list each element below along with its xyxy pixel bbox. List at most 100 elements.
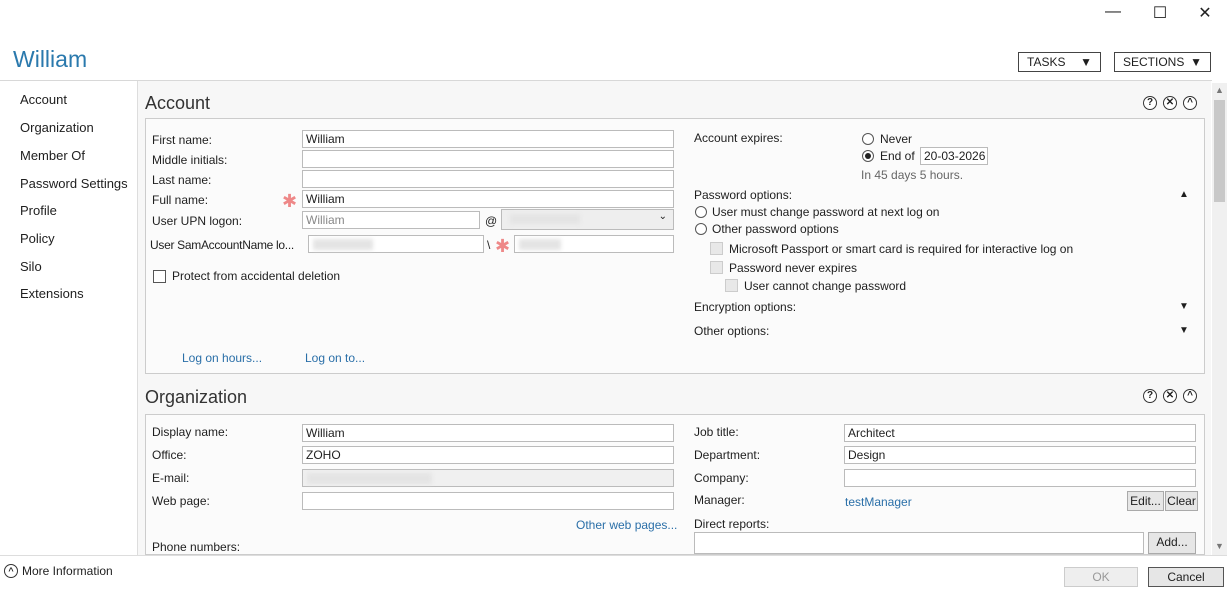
caret-down-icon: ▼	[1190, 55, 1202, 69]
collapse-icon[interactable]: ^	[1183, 96, 1197, 110]
never-radio[interactable]	[862, 133, 874, 145]
cancel-button[interactable]: Cancel	[1148, 567, 1224, 587]
other-options-label: Other options:	[694, 324, 770, 338]
manager-link[interactable]: testManager	[845, 495, 912, 509]
tasks-label: TASKS	[1027, 55, 1066, 69]
scrollbar[interactable]: ▲ ▼	[1212, 83, 1227, 555]
passport-label: Microsoft Passport or smart card is requ…	[729, 242, 1074, 256]
backslash: \	[487, 238, 491, 252]
caret-down-icon[interactable]: ▼	[1179, 325, 1189, 336]
company-input[interactable]	[844, 469, 1196, 487]
protect-label: Protect from accidental deletion	[172, 269, 341, 283]
cannot-change-label: User cannot change password	[744, 279, 907, 293]
email-label: E-mail:	[152, 471, 190, 485]
phone-numbers-label: Phone numbers:	[152, 540, 241, 554]
sidebar-item-member-of[interactable]: Member Of	[20, 148, 86, 163]
must-change-label: User must change password at next log on	[712, 205, 940, 219]
sidebar-item-password-settings[interactable]: Password Settings	[20, 176, 128, 191]
divider	[0, 80, 1212, 81]
chevron-down-icon: ⌄	[658, 211, 667, 222]
required-icon: ✱	[495, 236, 511, 256]
account-heading: Account	[145, 93, 211, 113]
full-name-label: Full name:	[152, 193, 209, 207]
scroll-up-icon[interactable]: ▲	[1215, 85, 1224, 95]
required-icon: ✱	[282, 191, 298, 211]
last-name-label: Last name:	[152, 173, 212, 187]
expand-up-icon[interactable]: ^	[4, 564, 18, 578]
web-page-input[interactable]	[302, 492, 674, 510]
end-of-radio[interactable]	[862, 150, 874, 162]
full-name-input[interactable]: William	[302, 190, 674, 208]
never-expires-checkbox[interactable]	[710, 261, 723, 274]
caret-up-icon[interactable]: ▲	[1179, 189, 1189, 200]
scrollbar-thumb[interactable]	[1214, 100, 1225, 202]
upn-domain-select[interactable]: ⌄	[501, 209, 674, 230]
department-label: Department:	[694, 448, 761, 462]
minimize-button[interactable]: —	[1105, 3, 1121, 20]
sidebar-item-extensions[interactable]: Extensions	[20, 286, 84, 301]
other-password-radio[interactable]	[695, 223, 707, 235]
close-window-button[interactable]: ✕	[1198, 5, 1212, 22]
caret-down-icon: ▼	[1080, 55, 1092, 69]
sidebar-item-policy[interactable]: Policy	[20, 231, 55, 246]
display-name-input[interactable]: William	[302, 424, 674, 442]
end-of-label: End of	[880, 149, 915, 163]
direct-reports-label: Direct reports:	[694, 517, 770, 531]
other-web-pages-link[interactable]: Other web pages...	[576, 518, 678, 532]
department-input[interactable]: Design	[844, 446, 1196, 464]
add-direct-report-button[interactable]: Add...	[1148, 532, 1196, 554]
password-options-label: Password options:	[694, 188, 793, 202]
sam-domain-input[interactable]	[308, 235, 484, 253]
scroll-down-icon[interactable]: ▼	[1215, 541, 1224, 551]
office-input[interactable]: ZOHO	[302, 446, 674, 464]
help-icon[interactable]: ?	[1143, 96, 1157, 110]
more-information-link[interactable]: More Information	[22, 564, 113, 578]
upn-input[interactable]: William	[302, 211, 480, 229]
office-label: Office:	[152, 448, 187, 462]
cannot-change-checkbox[interactable]	[725, 279, 738, 292]
close-section-icon[interactable]: ✕	[1163, 96, 1177, 110]
protect-checkbox[interactable]	[153, 270, 166, 283]
expires-note: In 45 days 5 hours.	[861, 168, 964, 182]
first-name-label: First name:	[152, 133, 213, 147]
close-section-icon[interactable]: ✕	[1163, 389, 1177, 403]
sections-label: SECTIONS	[1123, 55, 1185, 69]
collapse-icon[interactable]: ^	[1183, 389, 1197, 403]
never-label: Never	[880, 132, 913, 146]
maximize-button[interactable]: ☐	[1152, 5, 1168, 22]
job-title-input[interactable]: Architect	[844, 424, 1196, 442]
footer: ^ More Information OK Cancel	[0, 555, 1227, 590]
sidebar-item-silo[interactable]: Silo	[20, 259, 42, 274]
tasks-button[interactable]: TASKS ▼	[1018, 52, 1101, 72]
middle-initials-label: Middle initials:	[152, 153, 228, 167]
must-change-radio[interactable]	[695, 206, 707, 218]
end-date-input[interactable]: 20-03-2026	[920, 147, 988, 165]
logon-hours-link[interactable]: Log on hours...	[182, 351, 263, 365]
organization-heading: Organization	[145, 387, 248, 407]
sidebar-item-account[interactable]: Account	[20, 92, 67, 107]
sam-label: User SamAccountName lo...	[150, 238, 294, 252]
sam-name-input[interactable]	[514, 235, 674, 253]
direct-reports-list[interactable]	[694, 532, 1144, 554]
edit-manager-button[interactable]: Edit...	[1127, 491, 1164, 511]
middle-initials-input[interactable]	[302, 150, 674, 168]
other-password-label: Other password options	[712, 222, 839, 236]
sidebar-item-organization[interactable]: Organization	[20, 120, 94, 135]
sidebar-item-profile[interactable]: Profile	[20, 203, 57, 218]
caret-down-icon[interactable]: ▼	[1179, 301, 1189, 312]
logon-to-link[interactable]: Log on to...	[305, 351, 366, 365]
job-title-label: Job title:	[694, 425, 739, 439]
help-icon[interactable]: ?	[1143, 389, 1157, 403]
web-page-label: Web page:	[152, 494, 210, 508]
sections-button[interactable]: SECTIONS ▼	[1114, 52, 1211, 72]
passport-checkbox[interactable]	[710, 242, 723, 255]
email-input[interactable]	[302, 469, 674, 487]
last-name-input[interactable]	[302, 170, 674, 188]
display-name-label: Display name:	[152, 425, 229, 439]
upn-label: User UPN logon:	[152, 214, 243, 228]
page-title: William	[13, 46, 88, 72]
ok-button[interactable]: OK	[1064, 567, 1138, 587]
clear-manager-button[interactable]: Clear	[1165, 491, 1198, 511]
first-name-input[interactable]: William	[302, 130, 674, 148]
manager-label: Manager:	[694, 493, 745, 507]
